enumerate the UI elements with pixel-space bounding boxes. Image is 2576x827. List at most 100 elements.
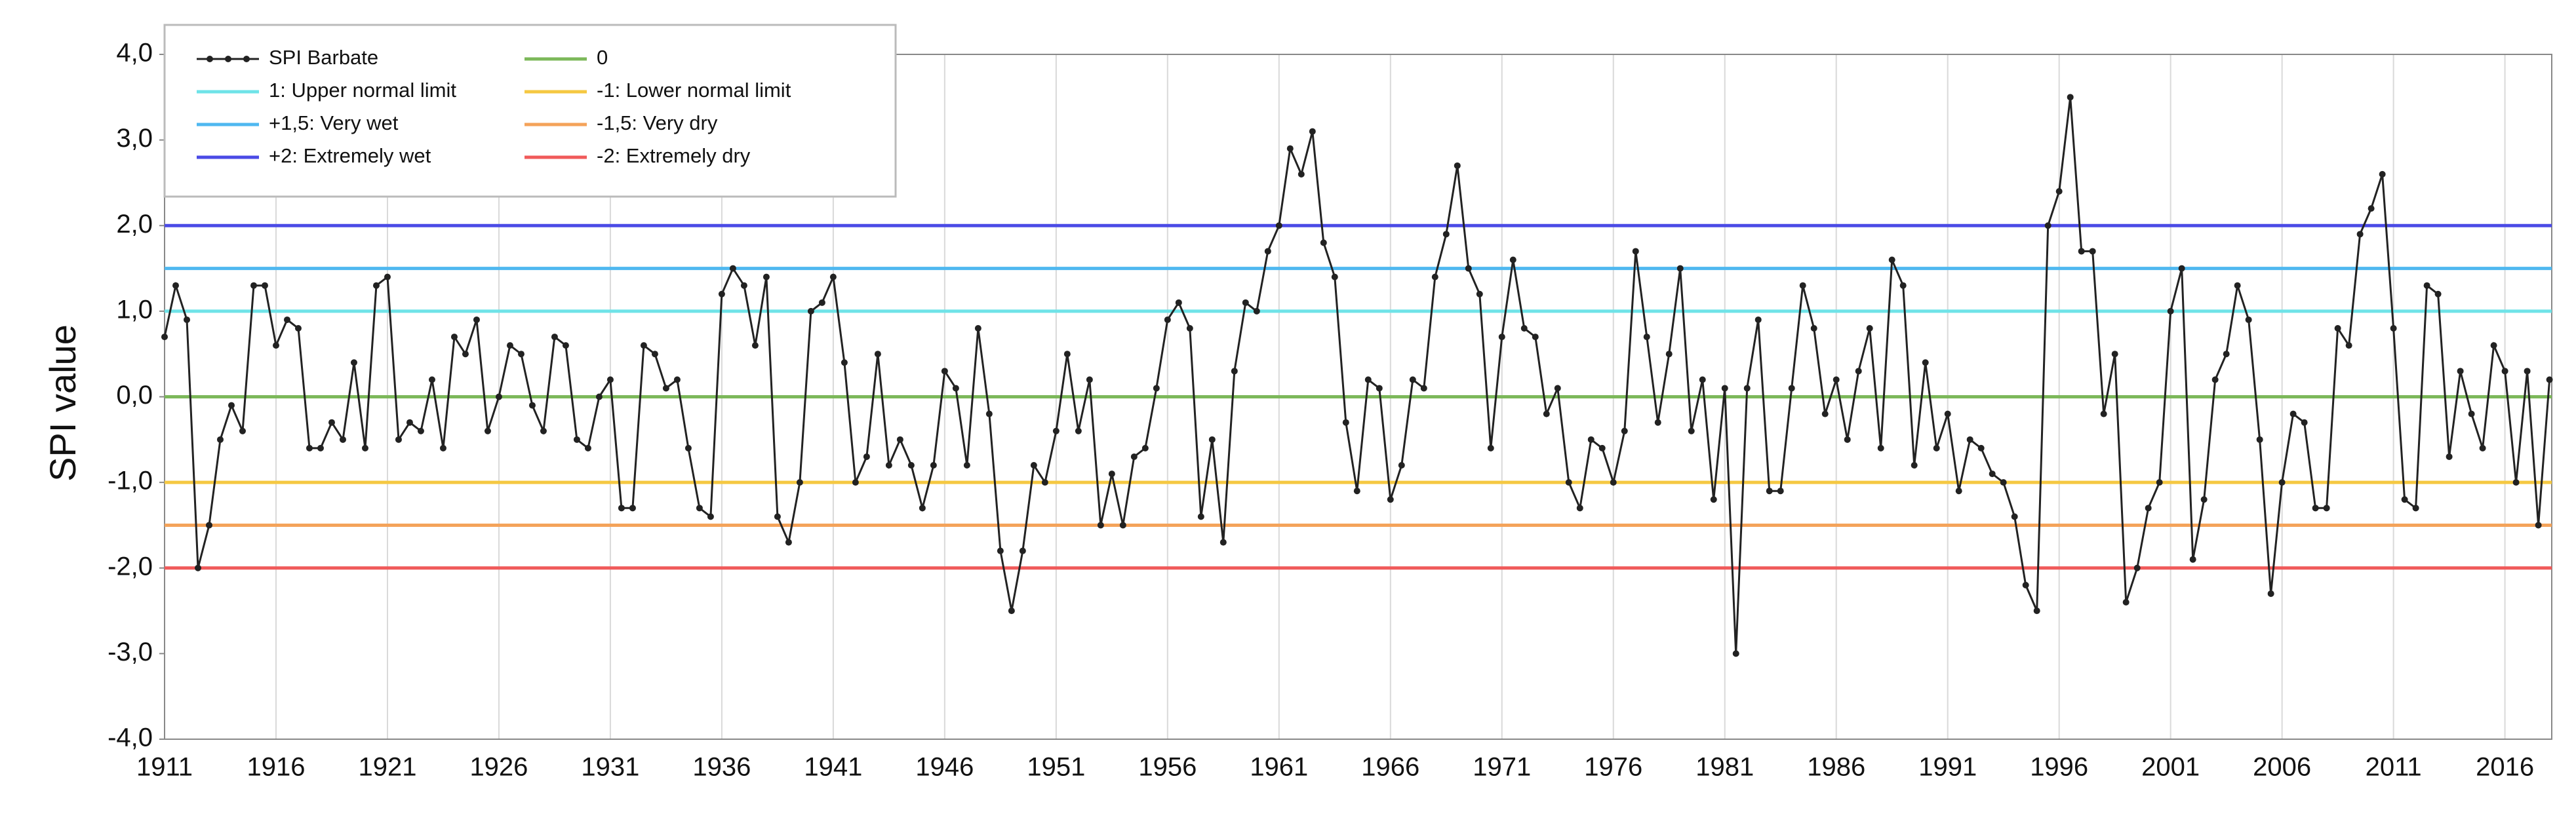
data-point [1587,436,1595,443]
data-point [540,427,547,434]
data-point [2100,410,2107,417]
data-point [941,368,948,375]
x-tick-label: 1971 [1473,753,1531,782]
data-point [1264,248,1271,255]
data-point [1810,325,1817,332]
y-tick-label: 0,0 [116,381,153,410]
data-point [161,334,168,341]
x-tick-label: 1941 [804,753,862,782]
data-point [2412,505,2419,512]
data-point [2033,607,2040,615]
data-point [673,376,681,383]
data-point [2167,307,2174,315]
data-point [1409,376,1416,383]
legend-box [163,24,897,198]
data-point [997,547,1004,554]
data-point [796,479,803,486]
data-point [1543,410,1550,417]
data-point [751,342,759,349]
x-tick-label: 1931 [581,753,639,782]
y-axis-label: SPI value [42,324,83,482]
data-point [1175,299,1182,306]
data-point [2312,505,2319,512]
data-point [1688,427,1695,434]
legend: SPI Barbate 0 1: Upper normal limit -1: Low… [163,24,897,198]
data-point [1041,479,1048,486]
data-point [462,351,469,358]
data-point [618,505,625,512]
data-point [1610,479,1617,486]
data-point [1298,170,1305,178]
data-point [384,273,391,280]
x-tick-label: 1936 [692,753,751,782]
data-point [2044,222,2051,229]
data-point [1364,376,1372,383]
data-point [1442,231,1450,238]
data-point [1164,316,1171,323]
data-point [2145,505,2152,512]
data-point [1376,385,1383,392]
data-point [406,419,413,426]
data-point [1576,505,1583,512]
data-point [930,462,937,469]
data-point [774,513,781,520]
data-point [1799,282,1806,289]
data-point [651,351,658,358]
data-point [417,427,424,434]
data-point [350,359,357,366]
data-point [2512,479,2520,486]
data-point [1966,436,1973,443]
data-point [1877,444,1884,452]
y-tick-label: -4,0 [108,723,153,752]
y-tick-label: 1,0 [116,295,153,324]
data-point [1743,385,1751,392]
data-point [1208,436,1216,443]
data-point [473,316,480,323]
data-point [1219,539,1227,546]
data-point [1598,444,1606,452]
data-point [1387,496,1394,503]
data-point [1933,444,1940,452]
legend-label: +1,5: Very wet [269,111,399,134]
y-tick-label: 3,0 [116,124,153,153]
x-tick-label: 1926 [469,753,528,782]
data-point [1754,316,1762,323]
data-point [2434,290,2442,298]
data-point [963,462,970,469]
data-point [328,419,335,426]
data-point [1008,607,1015,615]
data-point [551,334,558,341]
data-point [2055,188,2063,195]
data-point [885,462,892,469]
data-point [1275,222,1282,229]
data-point [1944,410,1951,417]
data-point [261,282,268,289]
legend-marker [225,56,231,62]
data-point [1888,256,1895,263]
data-point [1989,471,1996,478]
data-point [172,282,179,289]
data-point [807,307,814,315]
y-tick-label: 4,0 [116,39,153,67]
data-point [2401,496,2408,503]
data-point [1777,488,1784,495]
x-tick-label: 2006 [2253,753,2311,782]
data-point [629,505,636,512]
data-point [740,282,747,289]
data-point [216,436,224,443]
data-point [1732,650,1739,657]
data-point [250,282,257,289]
data-point [718,290,725,298]
data-point [1532,334,1539,341]
data-point [339,436,346,443]
data-point [1153,385,1160,392]
data-point [2379,170,2386,178]
data-point [1766,488,1773,495]
data-point [2423,282,2430,289]
x-tick-label: 1996 [2030,753,2088,782]
x-tick-label: 1956 [1138,753,1197,782]
data-point [763,273,770,280]
data-point [2479,444,2486,452]
x-tick-label: 1966 [1361,753,1419,782]
